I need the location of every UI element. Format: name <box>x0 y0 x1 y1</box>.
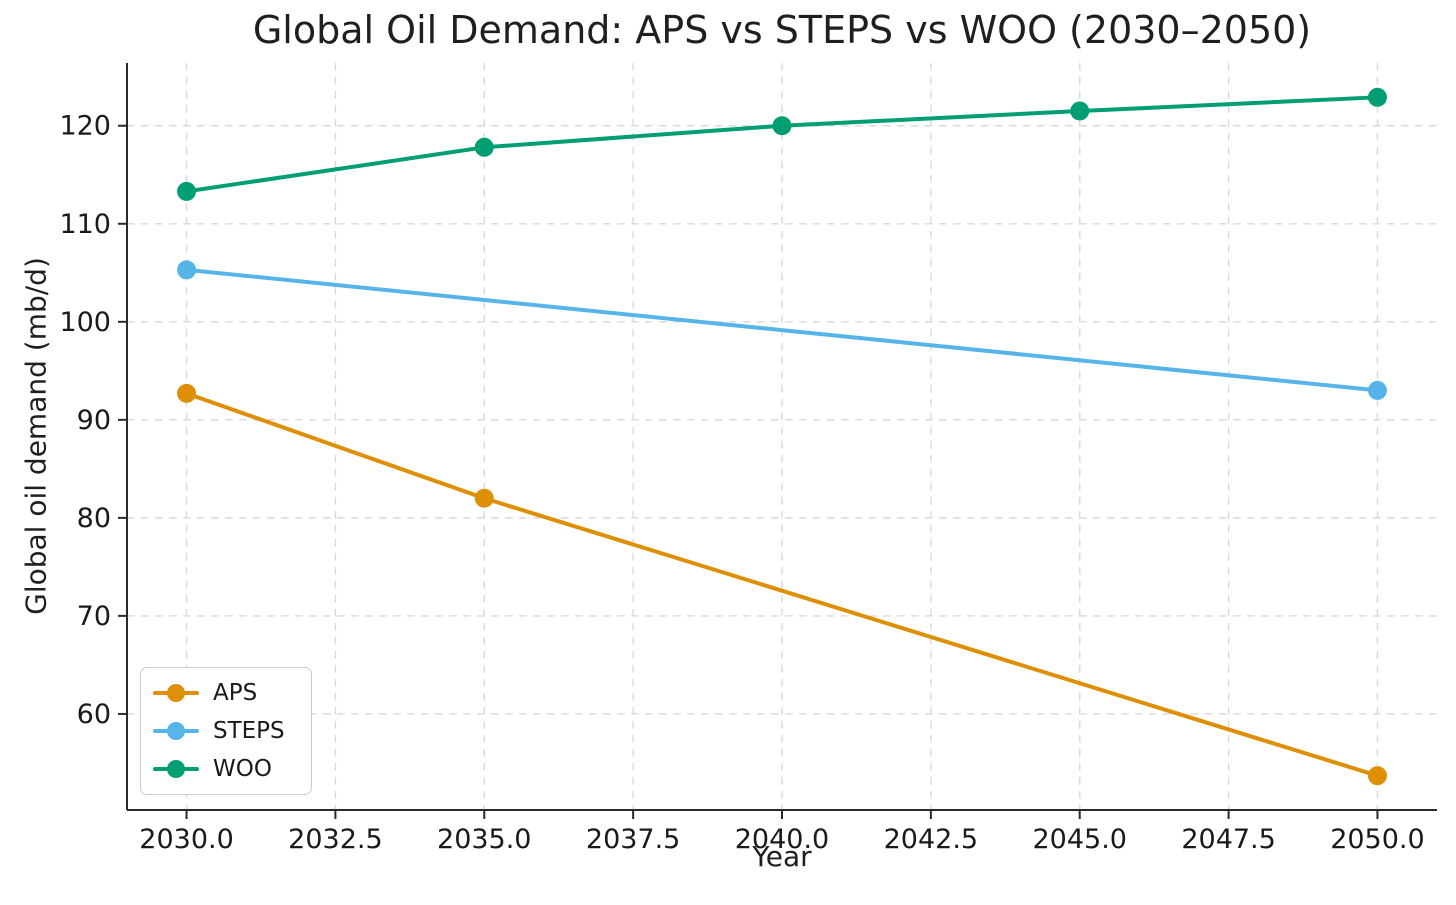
chart-title: Global Oil Demand: APS vs STEPS vs WOO (… <box>252 8 1312 52</box>
legend-marker-steps-icon <box>153 722 199 740</box>
legend-item-aps: APS <box>153 678 299 708</box>
x-tick-label: 2040.0 <box>735 824 829 855</box>
x-tick-label: 2037.5 <box>586 824 680 855</box>
data-point-woo-2030 <box>177 181 197 201</box>
data-point-woo-2035 <box>474 137 494 157</box>
x-tick-label: 2045.0 <box>1032 824 1126 855</box>
legend-marker-aps-icon <box>153 684 199 702</box>
x-tick-label: 2035.0 <box>437 824 531 855</box>
series-line-steps <box>184 267 1380 393</box>
x-tick-label: 2030.0 <box>139 824 233 855</box>
y-tick-label: 110 <box>59 209 111 240</box>
y-tick-label: 120 <box>59 111 111 142</box>
y-tick-label: 80 <box>77 503 111 534</box>
y-tick-label: 70 <box>77 601 111 632</box>
data-point-woo-2040 <box>772 116 792 136</box>
legend-item-steps: STEPS <box>153 716 299 746</box>
y-tick-label: 90 <box>77 405 111 436</box>
y-tick-label: 100 <box>59 307 111 338</box>
data-point-woo-2045 <box>1070 101 1090 121</box>
x-tick-label: 2032.5 <box>288 824 382 855</box>
legend-item-woo: WOO <box>153 754 299 784</box>
data-point-woo-2050 <box>1367 87 1387 107</box>
legend-label-woo: WOO <box>213 756 272 782</box>
x-tick-label: 2050.0 <box>1330 824 1424 855</box>
y-tick-label: 60 <box>77 699 111 730</box>
legend-marker-woo-icon <box>153 760 199 778</box>
legend: APS STEPS WOO <box>140 667 312 795</box>
data-point-aps-2050 <box>1367 766 1387 786</box>
data-point-steps-2050 <box>1367 380 1387 400</box>
legend-label-steps: STEPS <box>213 718 285 744</box>
x-axis-label: Year <box>752 840 812 873</box>
data-point-steps-2030 <box>177 260 197 280</box>
data-point-aps-2030 <box>177 383 197 403</box>
legend-label-aps: APS <box>213 680 258 706</box>
data-point-aps-2035 <box>474 488 494 508</box>
x-tick-label: 2042.5 <box>884 824 978 855</box>
x-tick-label: 2047.5 <box>1181 824 1275 855</box>
